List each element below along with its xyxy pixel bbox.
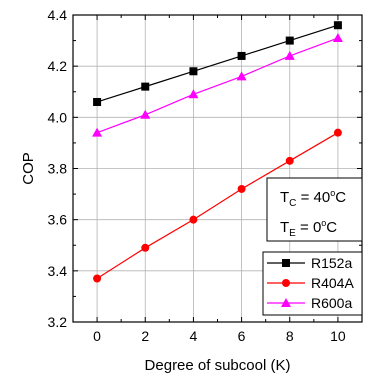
plot-series: [92, 21, 343, 282]
data-point-r152a: [334, 21, 342, 29]
x-tick-label: 6: [238, 328, 246, 344]
y-tick-label: 3.6: [48, 212, 68, 228]
data-point-r404a: [238, 185, 246, 193]
legend-label-r404a: R404A: [311, 275, 354, 291]
y-tick-label: 4.4: [48, 7, 68, 23]
data-point-r404a: [334, 129, 342, 137]
x-tick-label: 2: [141, 328, 149, 344]
data-point-r600a: [285, 51, 295, 60]
conditions-box: TC = 40oC TE = 0oC: [267, 178, 362, 241]
y-axis-title: COP: [20, 152, 37, 185]
data-point-r152a: [189, 67, 197, 75]
data-point-r600a: [188, 89, 198, 98]
tc-subscript: C: [289, 198, 296, 209]
te-unit: C: [326, 219, 337, 236]
x-tick-label: 0: [93, 328, 101, 344]
legend-label-r152a: R152a: [311, 255, 352, 271]
data-point-r152a: [141, 83, 149, 91]
legend-marker-r404a: [282, 279, 290, 287]
y-tick-label: 3.2: [48, 314, 68, 330]
data-point-r600a: [92, 128, 102, 137]
data-point-r404a: [189, 216, 197, 224]
data-point-r152a: [286, 37, 294, 45]
x-axis-title: Degree of subcool (K): [145, 357, 291, 374]
legend: R152a R404A R600a: [263, 252, 362, 315]
data-point-r600a: [333, 33, 343, 42]
legend-items: R152a R404A R600a: [267, 255, 354, 311]
y-tick-label: 3.4: [48, 263, 68, 279]
y-tick-label: 3.8: [48, 161, 68, 177]
data-point-r600a: [140, 110, 150, 119]
legend-label-r600a: R600a: [311, 295, 352, 311]
data-point-r404a: [141, 244, 149, 252]
tc-unit: C: [335, 189, 346, 206]
tc-symbol: T: [280, 189, 289, 206]
data-point-r152a: [93, 98, 101, 106]
x-tick-label: 4: [190, 328, 198, 344]
data-point-r404a: [93, 275, 101, 283]
legend-marker-r152a: [282, 259, 290, 267]
evaporator-temperature-label: TE = 0oC: [280, 218, 337, 239]
x-tick-label: 10: [330, 328, 346, 344]
y-tick-label: 4.0: [48, 109, 68, 125]
series-line-r152a: [97, 25, 338, 102]
data-point-r152a: [238, 52, 246, 60]
data-point-r600a: [237, 71, 247, 80]
te-symbol: T: [280, 219, 289, 236]
y-tick-label: 4.2: [48, 58, 68, 74]
series-line-r600a: [97, 38, 338, 133]
tc-value: = 40: [296, 189, 330, 206]
x-tick-label: 8: [286, 328, 294, 344]
data-point-r404a: [286, 157, 294, 165]
te-value: = 0: [296, 219, 321, 236]
